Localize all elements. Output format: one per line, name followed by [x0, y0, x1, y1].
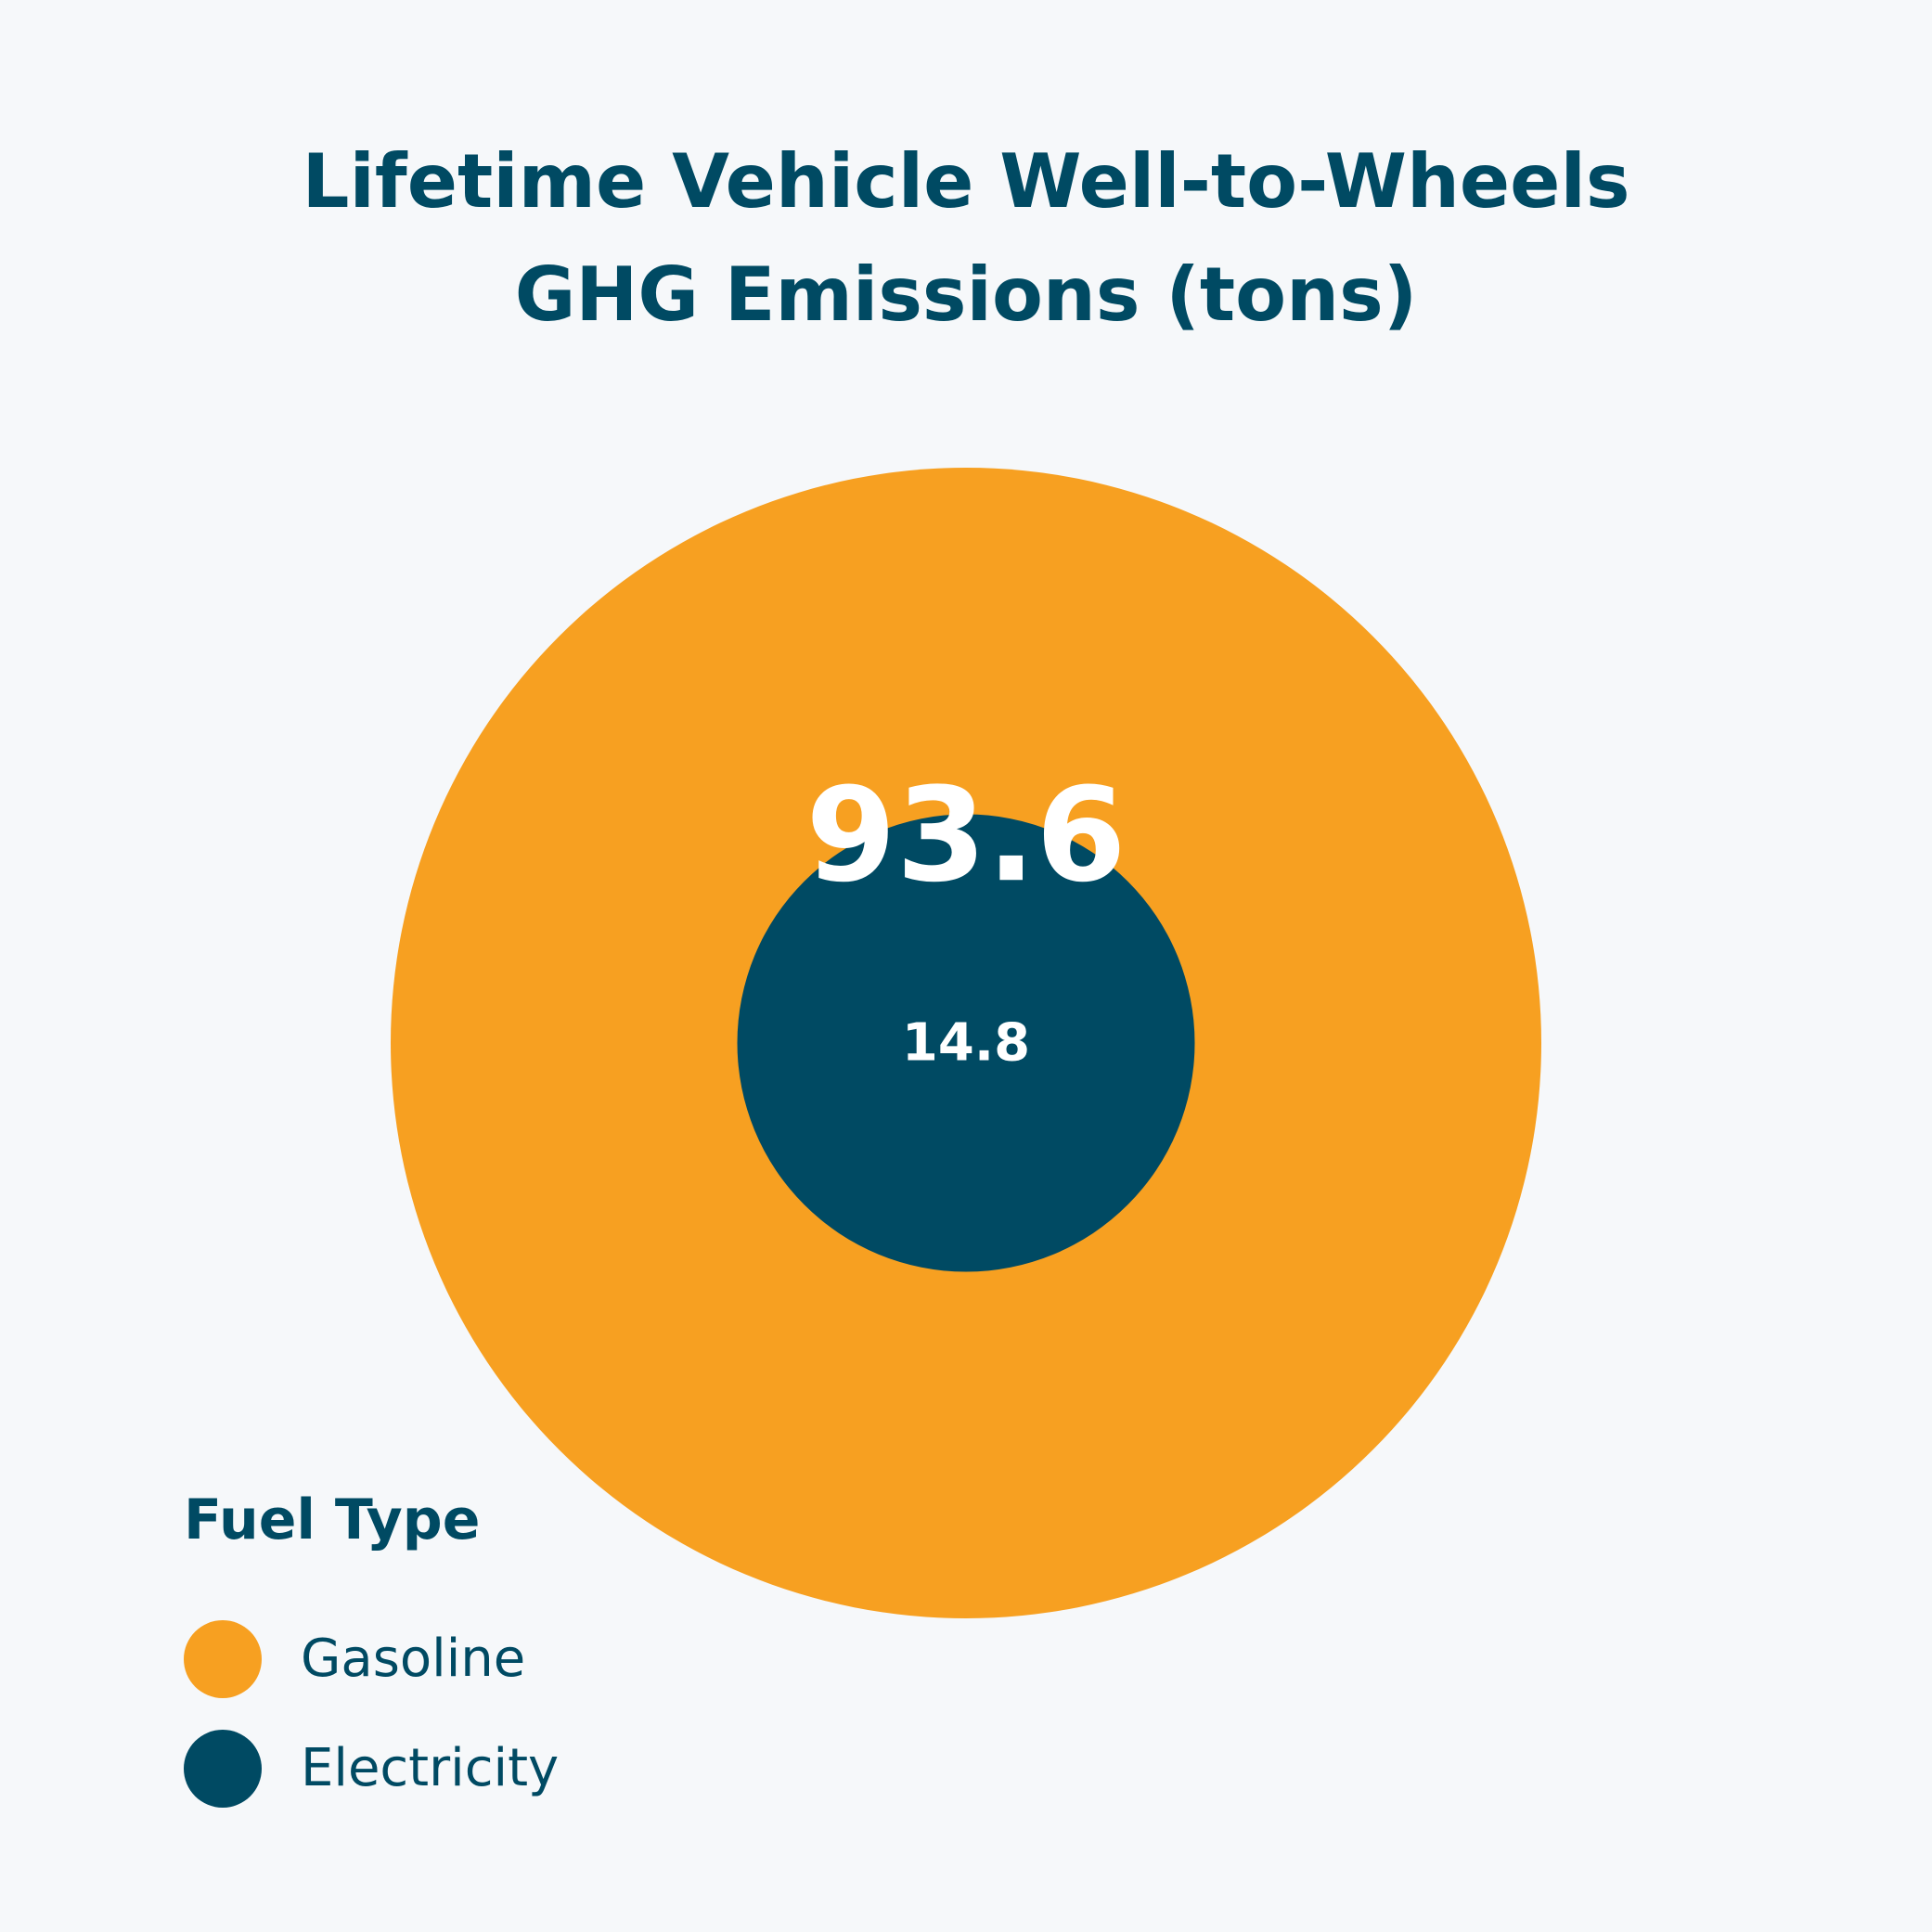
chart-title-line-1: Lifetime Vehicle Well-to-Wheels	[302, 138, 1630, 225]
chart-title-line-2: GHG Emissions (tons)	[514, 251, 1418, 338]
bubble-electricity	[737, 814, 1195, 1272]
data-label-electricity: 14.8	[902, 1013, 1030, 1074]
chart-title: Lifetime Vehicle Well-to-Wheels GHG Emis…	[0, 125, 1932, 352]
legend-title: Fuel Type	[184, 1488, 481, 1552]
legend-label-gasoline: Gasoline	[301, 1629, 526, 1689]
legend-swatch-electricity	[184, 1730, 262, 1808]
legend-item-gasoline: Gasoline	[184, 1620, 525, 1698]
data-label-gasoline: 93.6	[805, 760, 1126, 911]
legend-label-electricity: Electricity	[301, 1738, 560, 1798]
legend-item-electricity: Electricity	[184, 1730, 559, 1808]
legend-swatch-gasoline	[184, 1620, 262, 1698]
